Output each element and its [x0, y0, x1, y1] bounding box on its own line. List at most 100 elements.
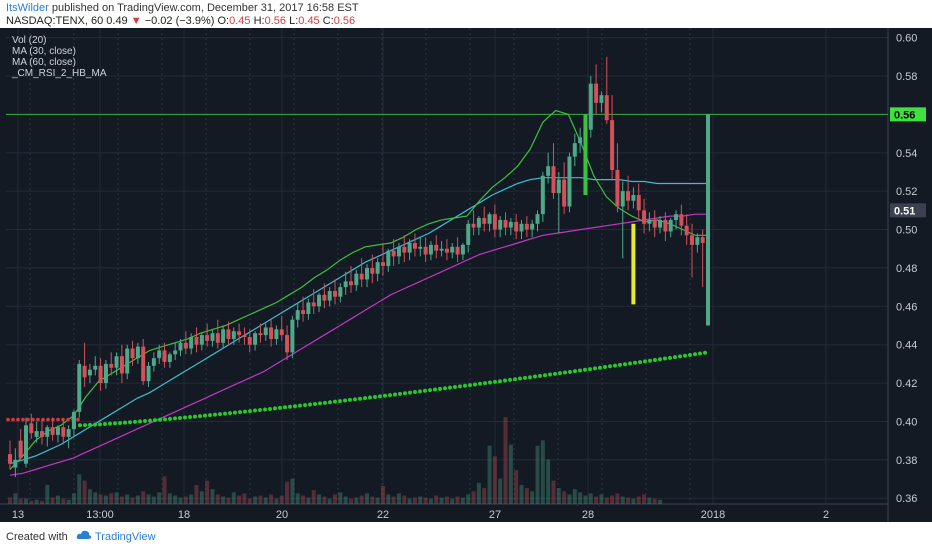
volume-bar	[583, 495, 588, 504]
trend-dot	[578, 368, 582, 373]
trend-dot	[303, 403, 307, 408]
x-tick-label: 13	[12, 509, 24, 521]
trend-dot	[583, 367, 587, 372]
ma30-line	[9, 177, 708, 465]
trend-dot	[678, 354, 682, 359]
y-tick-label: 0.54	[896, 148, 917, 160]
trend-dot	[478, 381, 482, 386]
y-tick-label: 0.48	[896, 263, 917, 275]
high-label: H:	[253, 15, 265, 27]
volume-bar	[226, 497, 231, 504]
trend-dot	[688, 352, 692, 357]
candle-body	[119, 356, 124, 374]
volume-bar	[354, 497, 359, 504]
trend-dot	[328, 400, 332, 405]
candle-body	[364, 267, 369, 280]
volume-bar	[482, 488, 487, 504]
volume-bar	[295, 493, 300, 504]
created-with-text: Created with	[6, 531, 68, 543]
candle-body	[13, 459, 18, 468]
trend-dot	[128, 420, 132, 425]
chart-area[interactable]: 0.60 0.58 0.56 0.54 0.52 0.50 0.48 0.46 0.44 0.42…	[0, 28, 932, 522]
symbol[interactable]: NASDAQ:TENX, 60	[6, 15, 104, 27]
trend-dot	[403, 391, 407, 396]
volume-bar	[588, 493, 593, 504]
volume-bar	[540, 440, 545, 504]
candle-body	[471, 223, 476, 228]
tradingview-brand[interactable]: TradingView	[95, 531, 156, 543]
trend-dot	[373, 394, 377, 399]
legend-volume[interactable]: Vol (20)	[12, 35, 47, 46]
volume-bar	[418, 496, 423, 504]
candle-body	[375, 262, 380, 274]
footer-bar: Created with TradingView	[0, 522, 932, 550]
volume-bar	[466, 494, 471, 504]
candle-body	[55, 427, 60, 435]
author-link[interactable]: ItsWilder	[6, 2, 49, 14]
x-tick-label: 20	[276, 509, 288, 521]
volume-bar	[535, 445, 540, 504]
legend-ma60[interactable]: MA (60, close)	[12, 57, 76, 68]
volume-bar	[386, 494, 391, 504]
volume-bar	[237, 495, 242, 504]
volume-bar	[551, 480, 556, 504]
trend-dot	[153, 418, 157, 423]
candle-body	[162, 350, 167, 362]
volume-bar	[343, 496, 348, 504]
trend-dot	[613, 363, 617, 368]
y-tick-label: 0.38	[896, 455, 917, 467]
trend-dot	[98, 422, 102, 427]
y-tick-label: 0.60	[896, 33, 917, 45]
candle-body	[77, 363, 82, 412]
y-tick-label: 0.46	[896, 301, 917, 313]
volume-bar	[620, 496, 625, 504]
trend-dot	[638, 360, 642, 365]
volume-bar	[327, 498, 332, 504]
candle-body	[396, 246, 401, 257]
volume-bar	[578, 492, 583, 504]
candle-body	[263, 327, 268, 336]
price-chart[interactable]: 0.60 0.58 0.56 0.54 0.52 0.50 0.48 0.46 0.44 0.42…	[0, 28, 932, 522]
trend-dot	[433, 387, 437, 392]
red-trend-dot	[46, 417, 50, 422]
volume-bar	[556, 488, 561, 504]
trend-dot	[273, 406, 277, 411]
volume-bar	[119, 496, 124, 504]
trend-dot	[398, 391, 402, 396]
candle-body	[173, 350, 178, 355]
trend-dot	[493, 379, 497, 384]
volume-bar	[652, 498, 657, 504]
candle-body	[455, 246, 460, 255]
trend-dot	[118, 420, 122, 425]
candle-body	[157, 350, 162, 359]
candle-body	[285, 335, 290, 353]
legend-rsi[interactable]: _CM_RSI_2_HB_MA	[12, 68, 107, 79]
price-tag-label: 0.51	[894, 205, 915, 217]
volume-bar	[146, 494, 151, 504]
legend-ma30[interactable]: MA (30, close)	[12, 46, 76, 57]
candle-body	[237, 331, 242, 336]
trend-dot	[333, 399, 337, 404]
candle-body	[418, 246, 423, 249]
candle-body	[647, 219, 652, 224]
trend-dot	[703, 350, 707, 355]
trend-dot	[683, 353, 687, 358]
x-tick-label: 27	[489, 509, 501, 521]
trend-dot	[603, 365, 607, 370]
y-tick-label: 0.40	[896, 416, 917, 428]
volume-bar	[167, 493, 172, 504]
candle-body	[141, 346, 146, 382]
trend-dot	[173, 416, 177, 421]
candle-body	[295, 310, 300, 320]
y-tick-label: 0.44	[896, 340, 917, 352]
trend-dot	[488, 380, 492, 385]
volume-bar	[375, 497, 380, 504]
trend-dot	[423, 388, 427, 393]
volume-bar	[285, 481, 290, 504]
volume-bar	[391, 496, 396, 504]
red-trend-dot	[66, 417, 70, 422]
volume-bar	[450, 498, 455, 504]
signal-bar	[583, 114, 588, 195]
volume-bar	[183, 496, 188, 504]
close-value: 0.56	[333, 15, 356, 27]
